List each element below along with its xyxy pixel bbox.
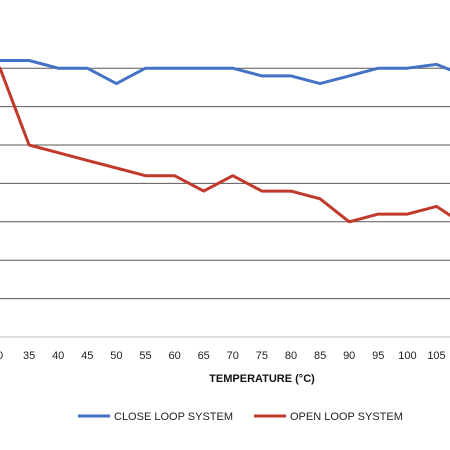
x-tick-label: 100 <box>398 350 416 362</box>
x-tick-label: 90 <box>343 350 355 362</box>
x-tick-label: 95 <box>372 350 384 362</box>
legend-label: OPEN LOOP SYSTEM <box>290 411 403 423</box>
gridlines <box>0 67 450 300</box>
x-tick-labels: 0 35 40 45 50 55 60 65 70 75 80 85 90 95 100 105 <box>0 350 446 362</box>
x-tick-label: 60 <box>168 350 180 362</box>
series-layer <box>0 59 450 224</box>
x-tick-label: 35 <box>23 350 35 362</box>
x-tick-label: 65 <box>198 350 210 362</box>
x-tick-label: 55 <box>139 350 151 362</box>
x-tick-label: 70 <box>227 350 239 362</box>
x-tick-label: 105 <box>427 350 445 362</box>
x-tick-label: 0 <box>0 350 3 362</box>
x-tick-label: 40 <box>52 350 64 362</box>
legend-label: CLOSE LOOP SYSTEM <box>114 411 233 423</box>
x-tick-label: 85 <box>314 350 326 362</box>
series-line-close-loop <box>0 59 450 86</box>
x-tick-label: 50 <box>110 350 122 362</box>
x-tick-label: 45 <box>81 350 93 362</box>
x-tick-label: 75 <box>256 350 268 362</box>
legend: CLOSE LOOP SYSTEM OPEN LOOP SYSTEM <box>78 411 403 423</box>
series-line-open-loop <box>0 66 450 224</box>
x-axis-title: TEMPERATURE (°C) <box>209 373 315 385</box>
x-tick-label: 80 <box>285 350 297 362</box>
